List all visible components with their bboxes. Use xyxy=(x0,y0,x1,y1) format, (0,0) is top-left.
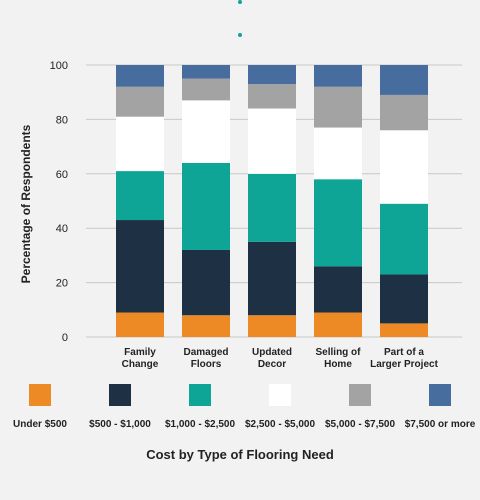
bar-segment xyxy=(182,162,230,250)
bar-stack xyxy=(314,65,362,337)
bar-segment xyxy=(116,86,164,117)
x-category-label: Part of a xyxy=(384,347,424,358)
bar-stack xyxy=(116,65,164,337)
bar-segment xyxy=(182,315,230,337)
y-axis-ticks: 0 20 40 60 80 100 xyxy=(50,60,68,344)
bar-segment xyxy=(248,84,296,109)
bar-stack xyxy=(248,65,296,337)
x-category-label: Floors xyxy=(191,359,222,370)
bar-segment xyxy=(182,100,230,163)
bar-stack xyxy=(182,65,230,337)
decorative-dot xyxy=(238,33,242,37)
bar-segment xyxy=(182,78,230,101)
bar-segment xyxy=(116,312,164,337)
x-category-label: Updated xyxy=(252,347,292,358)
legend-item: $2,500 - $5,000 xyxy=(245,384,315,430)
y-tick-label: 20 xyxy=(56,278,68,290)
y-tick-label: 100 xyxy=(50,60,68,72)
bar-segment xyxy=(182,65,230,79)
x-category-label: Decor xyxy=(258,359,286,370)
y-tick-label: 40 xyxy=(56,223,68,235)
legend-swatch xyxy=(269,384,291,406)
x-category-label: Larger Project xyxy=(370,359,438,370)
x-category-label: Change xyxy=(122,359,159,370)
x-category-label: Selling of xyxy=(316,347,362,358)
legend-item: $500 - $1,000 xyxy=(89,384,151,430)
bar-stacks xyxy=(116,65,428,337)
legend-label: $2,500 - $5,000 xyxy=(245,419,315,430)
bar-segment xyxy=(116,220,164,313)
bar-segment xyxy=(314,179,362,267)
legend-swatch xyxy=(29,384,51,406)
legend-item: $7,500 or more xyxy=(405,384,476,430)
legend-label: $1,000 - $2,500 xyxy=(165,419,235,430)
bar-segment xyxy=(248,315,296,337)
x-axis-label: Cost by Type of Flooring Need xyxy=(146,447,334,462)
decorative-dot-top xyxy=(238,0,242,4)
bar-segment xyxy=(380,323,428,337)
bar-segment xyxy=(380,274,428,324)
bar-segment xyxy=(314,65,362,87)
bar-segment xyxy=(248,173,296,242)
bar-segment xyxy=(380,203,428,275)
bar-segment xyxy=(380,94,428,131)
bar-segment xyxy=(314,312,362,337)
bar-segment xyxy=(116,116,164,172)
bar-segment xyxy=(314,266,362,313)
x-category-label: Home xyxy=(324,359,352,370)
legend-item: Under $500 xyxy=(13,384,67,430)
legend-swatch xyxy=(109,384,131,406)
legend-item: $5,000 - $7,500 xyxy=(325,384,395,430)
legend-label: $500 - $1,000 xyxy=(89,419,151,430)
bar-segment xyxy=(116,65,164,87)
y-tick-label: 80 xyxy=(56,114,68,126)
bar-stack xyxy=(380,65,428,337)
legend-swatch xyxy=(349,384,371,406)
legend-label: Under $500 xyxy=(13,419,67,430)
bar-segment xyxy=(314,86,362,128)
bar-segment xyxy=(248,65,296,85)
legend: Under $500 $500 - $1,000 $1,000 - $2,500 $2… xyxy=(13,384,476,430)
bar-segment xyxy=(248,108,296,174)
legend-item: $1,000 - $2,500 xyxy=(165,384,235,430)
legend-swatch xyxy=(429,384,451,406)
legend-label: $5,000 - $7,500 xyxy=(325,419,395,430)
x-category-label: Family xyxy=(124,347,156,358)
bar-segment xyxy=(380,130,428,204)
bar-segment xyxy=(380,65,428,95)
y-axis-label: Percentage of Respondents xyxy=(19,124,33,283)
y-tick-label: 0 xyxy=(62,332,68,344)
legend-label: $7,500 or more xyxy=(405,419,476,430)
legend-swatch xyxy=(189,384,211,406)
bar-segment xyxy=(116,171,164,221)
bar-segment xyxy=(182,249,230,316)
bar-segment xyxy=(248,241,296,316)
bar-segment xyxy=(314,127,362,180)
y-tick-label: 60 xyxy=(56,169,68,181)
x-category-label: Damaged xyxy=(183,347,228,358)
